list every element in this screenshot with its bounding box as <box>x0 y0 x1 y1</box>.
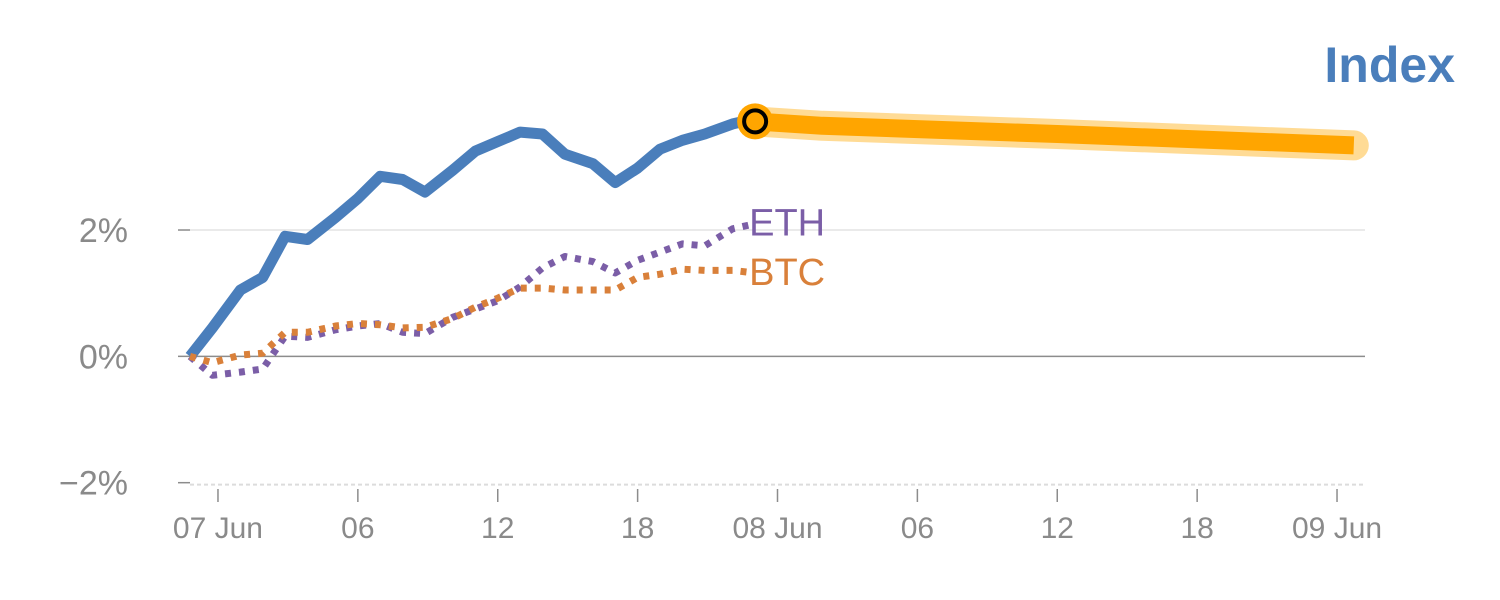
y-tick-label: −2% <box>59 465 128 503</box>
series-layer <box>185 103 1369 379</box>
axis-layer: 2% 0% −2% 07 Jun 06 12 18 08 Jun 06 12 18 09 Jun <box>59 212 1382 545</box>
x-tick-label: 08 Jun <box>732 512 822 545</box>
chart-title: Index <box>1324 37 1455 93</box>
x-tick-label: 18 <box>1180 512 1213 545</box>
y-tick-label: 2% <box>79 212 128 250</box>
x-tick-label: 09 Jun <box>1292 512 1382 545</box>
series-index-forecast <box>754 112 1355 155</box>
x-tick-label: 06 <box>341 512 374 545</box>
series-label-eth: ETH <box>749 203 825 245</box>
x-tick-label: 18 <box>621 512 654 545</box>
grid-layer <box>190 229 1365 486</box>
series-index <box>185 116 746 360</box>
x-tick-label: 07 Jun <box>173 512 263 545</box>
series-label-btc: BTC <box>749 252 825 294</box>
series-btc <box>189 265 756 367</box>
x-tick-label: 06 <box>901 512 934 545</box>
x-tick-label: 12 <box>481 512 514 545</box>
y-tick-label: 0% <box>79 338 128 376</box>
x-tick-label: 12 <box>1041 512 1074 545</box>
current-point-marker <box>742 108 769 135</box>
